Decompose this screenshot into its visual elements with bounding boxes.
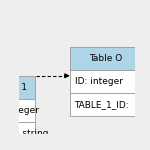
Bar (70, 70, 142, 93)
Bar (0, 76, 35, 99)
Bar (70, 93, 142, 116)
Bar (70, 47, 142, 70)
Bar (0, 99, 35, 122)
Text: name: string: name: string (0, 129, 48, 138)
Text: ID: integer: ID: integer (0, 106, 39, 115)
Text: ID: integer: ID: integer (75, 77, 123, 86)
Text: TABLE_1_ID:: TABLE_1_ID: (75, 100, 129, 109)
Bar (0, 122, 35, 145)
Text: Table 1: Table 1 (0, 83, 27, 92)
Text: Table O: Table O (89, 54, 123, 63)
